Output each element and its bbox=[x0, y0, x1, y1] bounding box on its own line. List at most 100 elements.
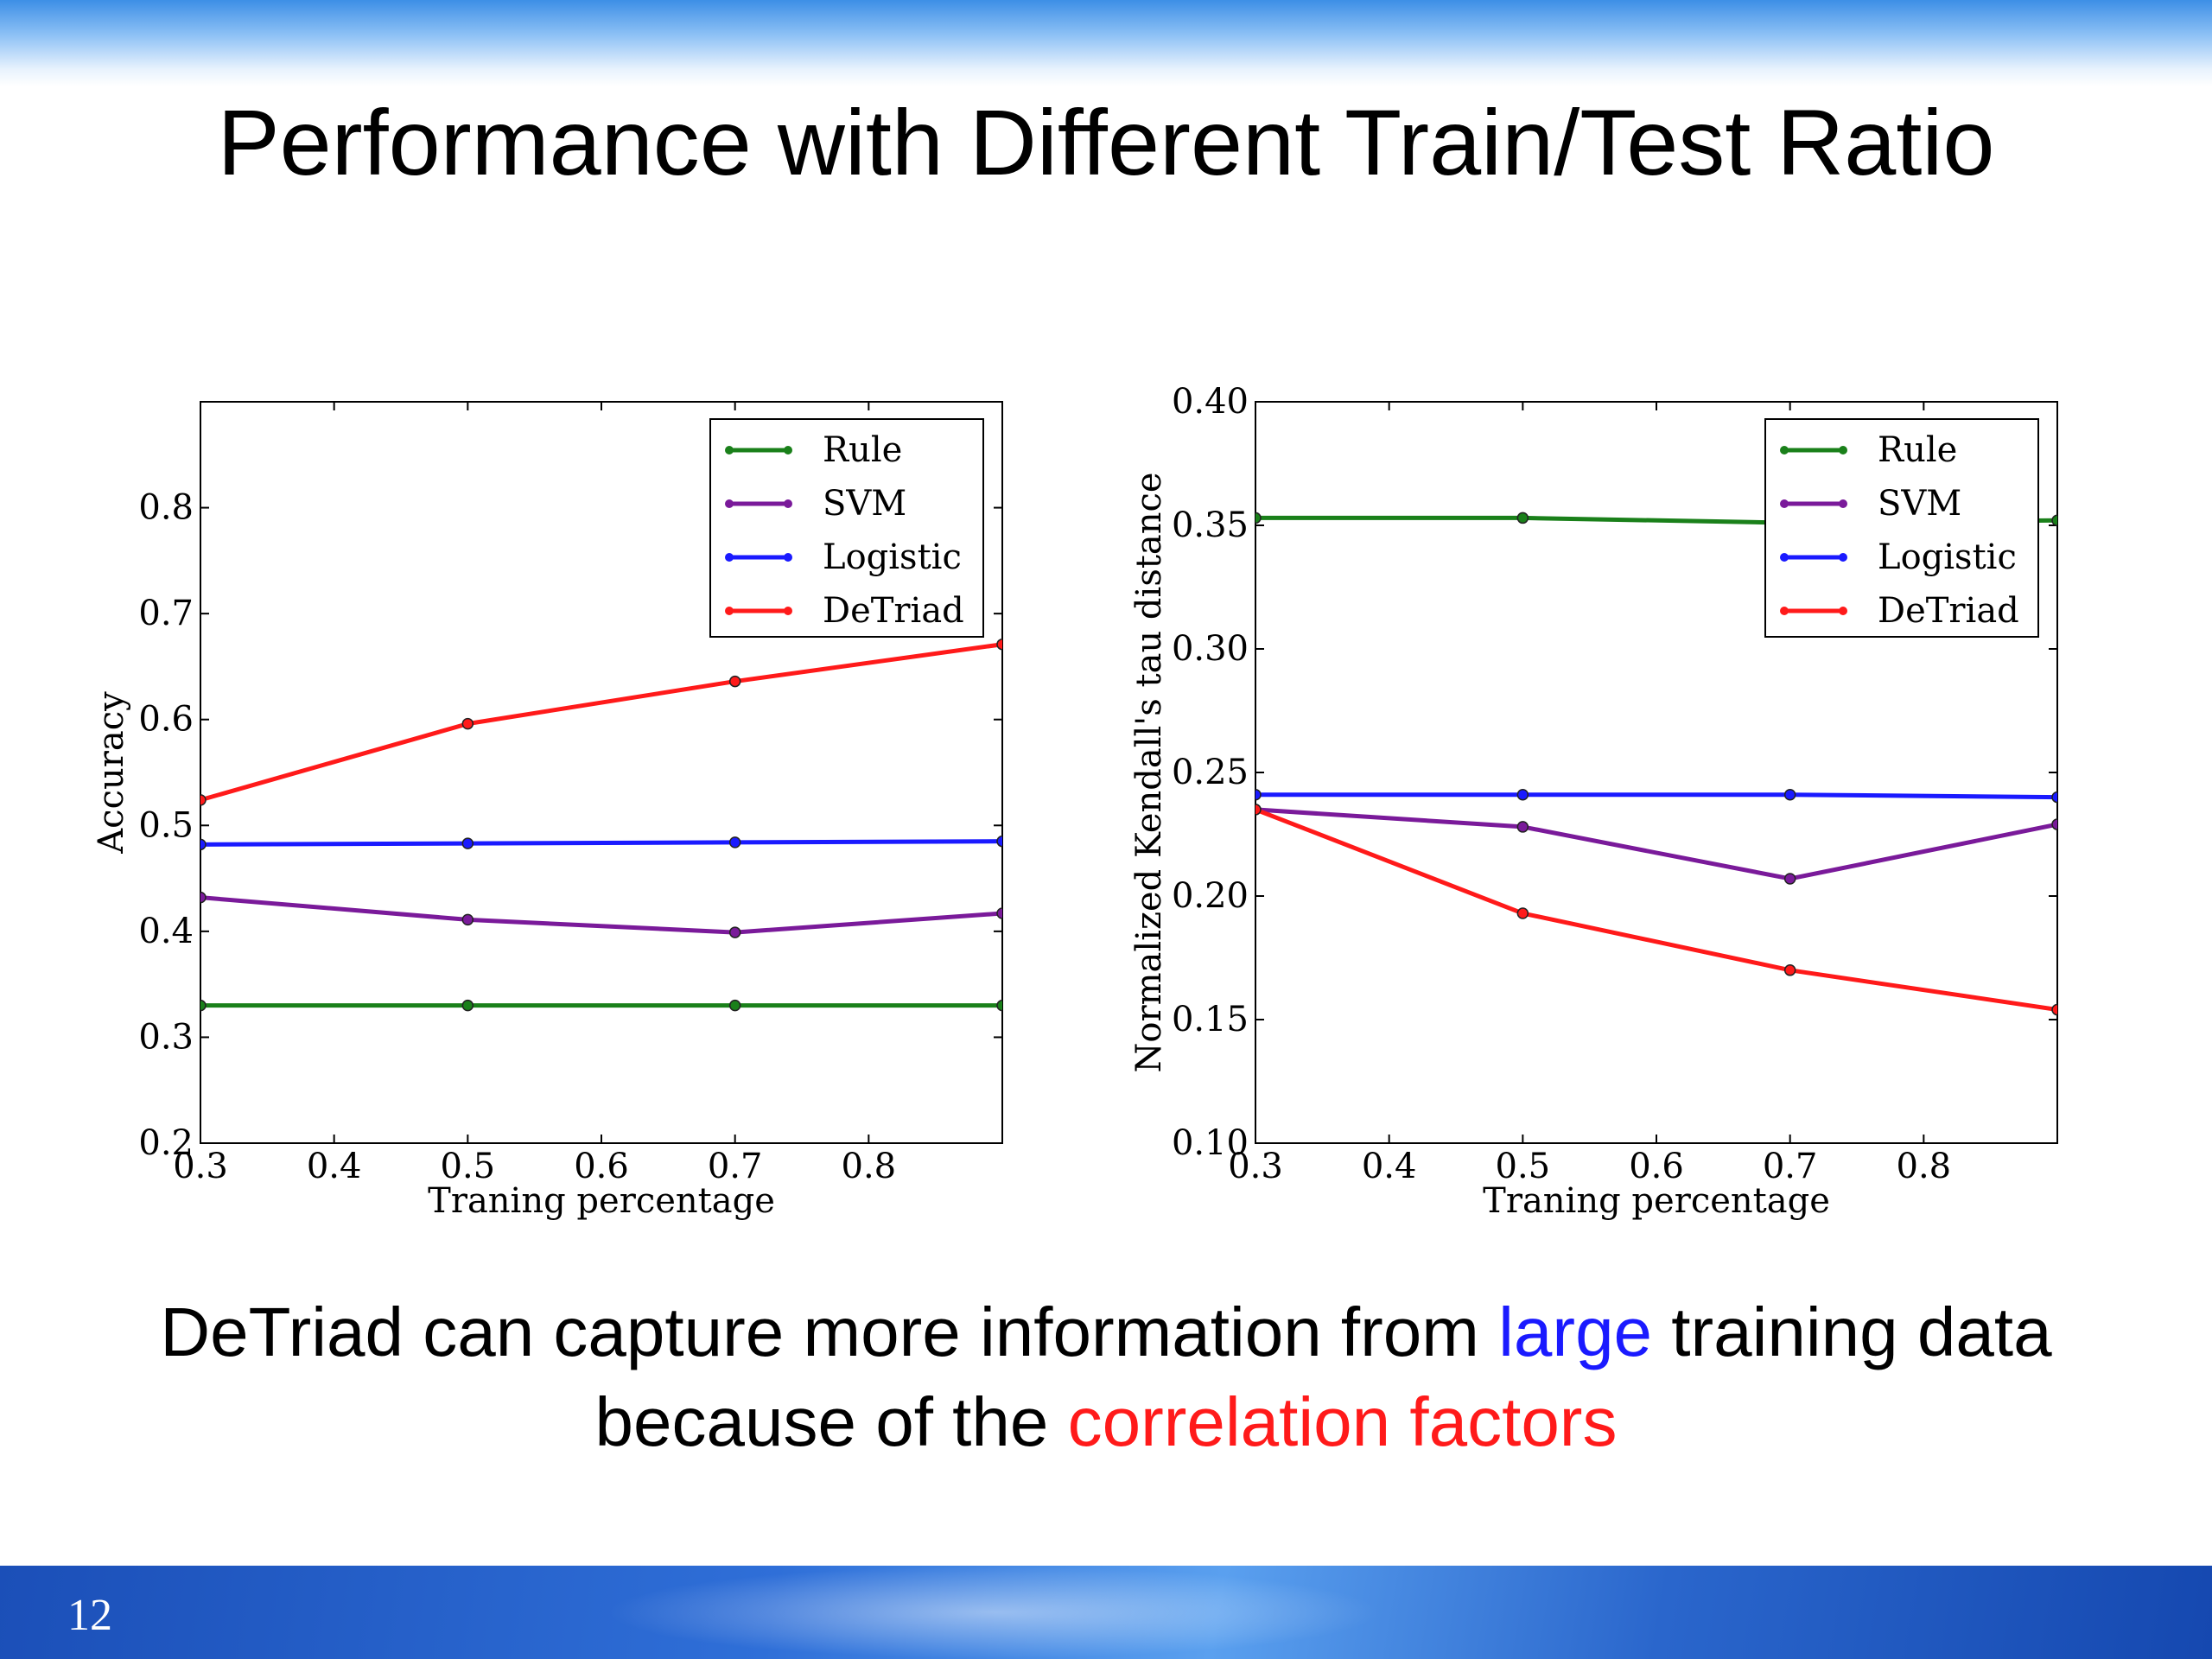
legend-label-rule: Rule bbox=[823, 430, 902, 470]
data-point-logistic bbox=[1783, 788, 1796, 801]
data-point-rule bbox=[1255, 512, 1262, 524]
caption-text: training data bbox=[1652, 1294, 2052, 1370]
x-tick-label: 0.6 bbox=[574, 1147, 629, 1186]
legend-label-svm: SVM bbox=[823, 484, 906, 524]
data-point-detriad bbox=[728, 675, 741, 688]
x-tick-label: 0.7 bbox=[1763, 1147, 1818, 1186]
x-axis-label: Traning percentage bbox=[1483, 1181, 1830, 1221]
y-tick-label: 0.40 bbox=[1172, 382, 1249, 422]
x-tick-label: 0.8 bbox=[1897, 1147, 1952, 1186]
data-point-detriad bbox=[1255, 804, 1262, 816]
y-tick-label: 0.30 bbox=[1172, 629, 1249, 669]
y-tick-label: 0.6 bbox=[138, 700, 194, 740]
x-tick-label: 0.4 bbox=[1362, 1147, 1417, 1186]
y-tick-label: 0.15 bbox=[1172, 1000, 1249, 1039]
legend-marker bbox=[725, 607, 734, 615]
legend-marker bbox=[1780, 446, 1789, 454]
legend-marker bbox=[784, 499, 792, 508]
series-line-svm bbox=[1255, 807, 2057, 881]
data-point-logistic bbox=[996, 835, 1002, 848]
legend-marker bbox=[1839, 446, 1847, 454]
y-tick-label: 0.8 bbox=[138, 488, 194, 528]
y-tick-label: 0.20 bbox=[1172, 876, 1249, 916]
legend-marker bbox=[784, 607, 792, 615]
legend-marker bbox=[1839, 553, 1847, 562]
y-tick-label: 0.3 bbox=[138, 1017, 194, 1057]
chart-2: 0.3 0.4 0.5 0.6 0.7 0.8 0.10 0.15 0.20 0.25 0.30 0.… bbox=[1129, 382, 2058, 1221]
series-line-logistic bbox=[1255, 792, 2057, 800]
legend-box bbox=[1764, 418, 2039, 638]
y-tick-label: 0.25 bbox=[1172, 753, 1249, 792]
x-tick-label: 0.7 bbox=[708, 1147, 763, 1186]
page-number: 12 bbox=[67, 1591, 112, 1640]
data-point-svm bbox=[2051, 818, 2057, 830]
y-tick-label: 0.35 bbox=[1172, 505, 1249, 545]
series-line-detriad bbox=[1255, 807, 2057, 1013]
x-tick-label: 0.4 bbox=[307, 1147, 362, 1186]
data-point-logistic bbox=[1516, 788, 1529, 801]
series-line-detriad bbox=[200, 642, 1002, 803]
data-point-rule bbox=[2051, 514, 2057, 527]
data-point-logistic bbox=[2051, 791, 2057, 804]
caption-highlight-correlation: correlation factors bbox=[1067, 1383, 1618, 1460]
x-tick-label: 0.5 bbox=[441, 1147, 496, 1186]
data-point-svm bbox=[728, 926, 741, 938]
caption-highlight-large: large bbox=[1498, 1294, 1653, 1370]
y-tick-label: 0.5 bbox=[138, 805, 194, 845]
y-axis-label: Accuracy bbox=[92, 691, 131, 855]
data-point-svm bbox=[1783, 873, 1796, 885]
data-point-rule bbox=[1516, 512, 1529, 524]
data-point-detriad bbox=[1783, 964, 1796, 976]
data-point-detriad bbox=[996, 638, 1002, 651]
data-point-rule bbox=[200, 999, 207, 1012]
y-tick-label: 0.4 bbox=[138, 912, 194, 951]
legend-marker bbox=[784, 553, 792, 562]
slide-caption: DeTriad can capture more information fro… bbox=[0, 1287, 2212, 1467]
data-point-detriad bbox=[2051, 1003, 2057, 1016]
caption-line-2: because of the correlation factors bbox=[0, 1377, 2212, 1467]
x-tick-label: 0.8 bbox=[842, 1147, 897, 1186]
caption-text: DeTriad can capture more information fro… bbox=[160, 1294, 1499, 1370]
legend-marker bbox=[1780, 499, 1789, 508]
data-point-logistic bbox=[1255, 788, 1262, 801]
chart-1: 0.3 0.4 0.5 0.6 0.7 0.80.20.30.40.50.60.70.8T… bbox=[92, 401, 1003, 1221]
legend-marker bbox=[784, 446, 792, 454]
legend-marker bbox=[725, 553, 734, 562]
y-axis-label: Normalized Kendall's tau distance bbox=[1129, 472, 1169, 1072]
header-gradient-band bbox=[0, 0, 2212, 86]
y-tick-label: 0.10 bbox=[1172, 1123, 1249, 1163]
data-point-logistic bbox=[461, 837, 474, 849]
footer-shine bbox=[605, 1566, 1382, 1659]
series-line-logistic bbox=[200, 839, 1002, 847]
data-point-detriad bbox=[200, 794, 207, 806]
legend-marker bbox=[1839, 499, 1847, 508]
x-tick-label: 0.5 bbox=[1496, 1147, 1551, 1186]
legend-box bbox=[709, 418, 984, 638]
legend-marker bbox=[1780, 553, 1789, 562]
legend-marker bbox=[725, 499, 734, 508]
y-tick-label: 0.7 bbox=[138, 594, 194, 633]
data-point-svm bbox=[200, 891, 207, 904]
data-point-detriad bbox=[461, 717, 474, 730]
x-tick-label: 0.3 bbox=[173, 1147, 228, 1186]
data-point-svm bbox=[1516, 821, 1529, 833]
series-group bbox=[1255, 512, 2057, 1016]
data-point-rule bbox=[996, 999, 1002, 1012]
data-point-detriad bbox=[1516, 907, 1529, 919]
legend-marker bbox=[725, 446, 734, 454]
caption-text: because of the bbox=[594, 1383, 1068, 1460]
legend-label-detriad: DeTriad bbox=[823, 591, 964, 631]
data-point-logistic bbox=[728, 836, 741, 849]
y-tick-label: 0.2 bbox=[138, 1123, 194, 1163]
legend-label-detriad: DeTriad bbox=[1878, 591, 2019, 631]
footer-gradient-band bbox=[0, 1566, 2212, 1659]
legend-label-rule: Rule bbox=[1878, 430, 1957, 470]
legend-label-logistic: Logistic bbox=[1878, 537, 2017, 577]
data-point-svm bbox=[996, 907, 1002, 919]
series-group bbox=[200, 638, 1002, 1012]
x-tick-label: 0.3 bbox=[1228, 1147, 1283, 1186]
data-point-svm bbox=[461, 913, 474, 926]
legend-marker bbox=[1839, 607, 1847, 615]
slide-title: Performance with Different Train/Test Ra… bbox=[217, 90, 1995, 194]
